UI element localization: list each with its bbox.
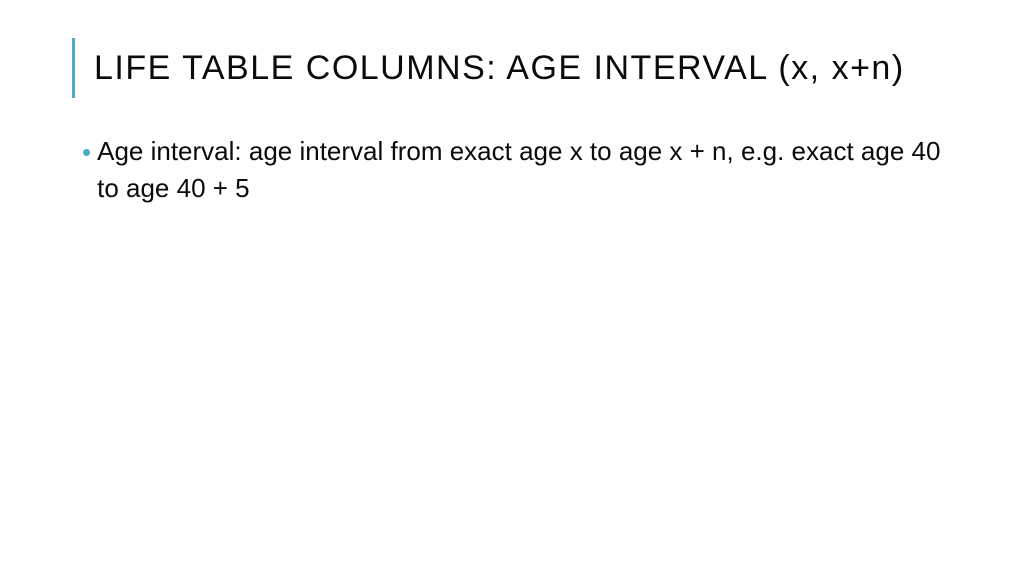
bullet-text: Age interval: age interval from exact ag…	[97, 133, 968, 208]
slide-body: • Age interval: age interval from exact …	[72, 133, 968, 208]
slide: LIFE TABLE COLUMNS: AGE INTERVAL (x, x+n…	[0, 0, 1024, 576]
bullet-icon: •	[82, 135, 91, 170]
title-accent-bar	[72, 38, 75, 98]
slide-title: LIFE TABLE COLUMNS: AGE INTERVAL (x, x+n…	[94, 48, 968, 89]
bullet-item: • Age interval: age interval from exact …	[82, 133, 968, 208]
title-block: LIFE TABLE COLUMNS: AGE INTERVAL (x, x+n…	[72, 48, 968, 89]
